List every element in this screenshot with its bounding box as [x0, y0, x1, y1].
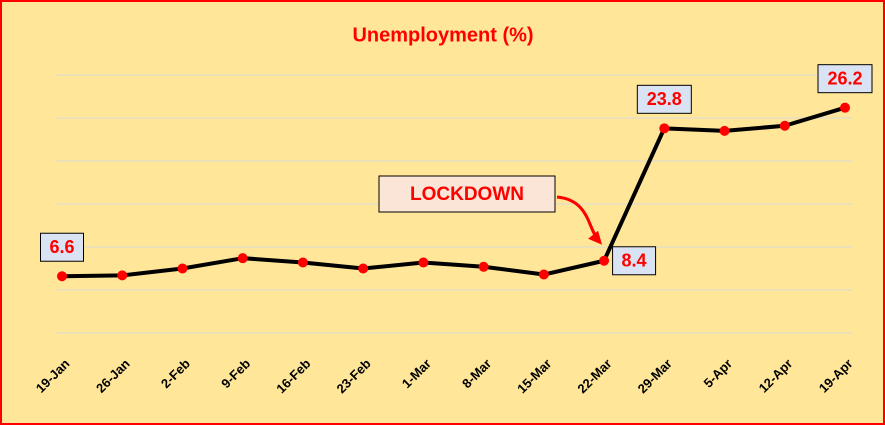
value-label-box [636, 84, 692, 114]
point [478, 261, 489, 272]
line [61, 105, 846, 279]
chart-title: Unemployment (%) [352, 24, 533, 46]
point [719, 125, 730, 136]
point [177, 263, 188, 274]
point [599, 255, 610, 266]
point [297, 257, 308, 268]
point [117, 270, 128, 281]
value-label: 26.2 [827, 68, 862, 88]
value-label: 23.8 [647, 89, 682, 109]
point [840, 102, 850, 113]
annotation-arrowhead [588, 230, 603, 245]
point [418, 257, 429, 268]
value-label-box [40, 232, 84, 262]
point [659, 123, 670, 134]
point [779, 120, 790, 131]
value-label-box [817, 64, 873, 94]
point [57, 271, 67, 282]
annotation-box [378, 175, 556, 213]
point [237, 253, 248, 264]
point [358, 263, 369, 274]
point [538, 269, 549, 280]
value-label: 8.4 [622, 251, 647, 271]
value-label-box [612, 246, 657, 276]
annotation: LOCKDOWN [410, 184, 524, 205]
value-label: 6.6 [49, 237, 74, 257]
